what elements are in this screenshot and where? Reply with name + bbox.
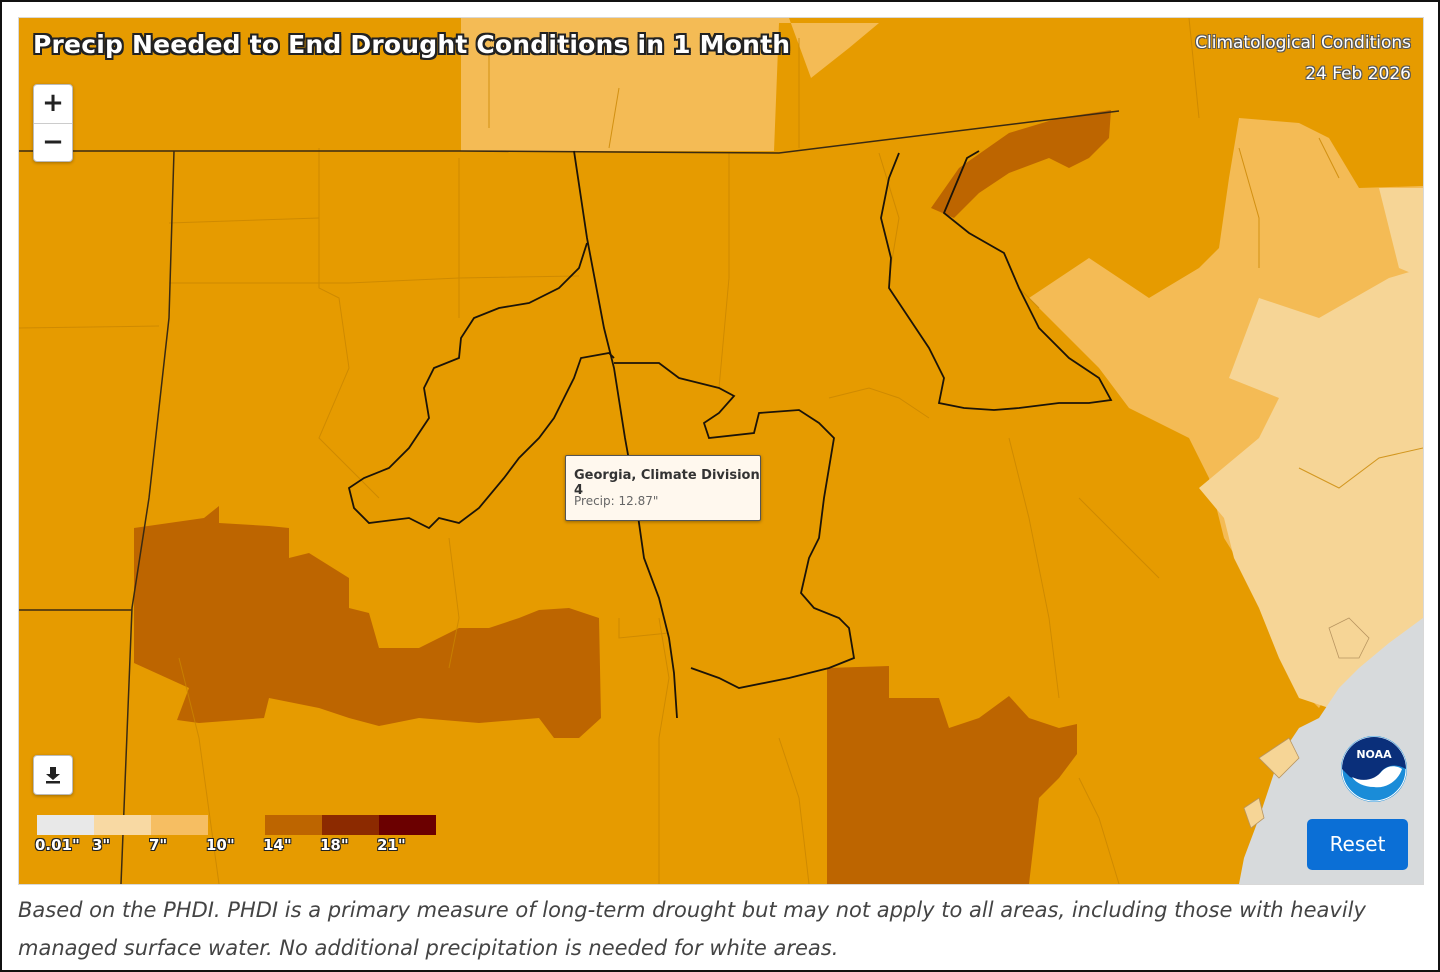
map-date: 24 Feb 2026 <box>1305 64 1411 84</box>
legend-label: 18" <box>320 836 349 854</box>
download-icon <box>46 767 60 784</box>
legend-label: 0.01" <box>35 836 80 854</box>
legend-swatch <box>322 815 379 835</box>
source-label: Climatological Conditions <box>1195 33 1411 53</box>
reset-button[interactable]: Reset <box>1307 819 1408 870</box>
download-button[interactable] <box>33 755 73 795</box>
tooltip-title: Georgia, Climate Division 4 <box>574 468 760 498</box>
legend-swatch <box>379 815 436 835</box>
tooltip-value: Precip: 12.87" <box>574 494 659 508</box>
region-dark-south <box>827 666 1077 884</box>
legend-label: 14" <box>263 836 292 854</box>
region-light-north <box>461 18 879 151</box>
region-dark-west <box>134 506 601 738</box>
map-canvas[interactable] <box>19 18 1423 884</box>
drought-map[interactable]: Precip Needed to End Drought Conditions … <box>18 17 1424 885</box>
division-tooltip: Georgia, Climate Division 4 Precip: 12.8… <box>565 455 761 521</box>
region-lighter-ne <box>1379 188 1423 278</box>
map-title: Precip Needed to End Drought Conditions … <box>33 30 791 59</box>
map-source-block: Climatological Conditions 24 Feb 2026 <box>1195 28 1411 90</box>
legend-swatch <box>37 815 94 835</box>
legend-label: 3" <box>92 836 111 854</box>
legend-label: 21" <box>377 836 406 854</box>
noaa-logo-icon: NOAA <box>1341 736 1407 802</box>
zoom-control: + − <box>33 84 73 162</box>
zoom-out-button[interactable]: − <box>34 123 72 162</box>
legend-swatch <box>265 815 322 835</box>
region-dark-northeast <box>931 110 1111 218</box>
region-lighter-east <box>1199 268 1423 708</box>
legend-swatch <box>94 815 151 835</box>
legend-swatch <box>151 815 208 835</box>
legend-label: 7" <box>149 836 168 854</box>
zoom-in-button[interactable]: + <box>42 88 64 118</box>
ocean <box>1239 618 1423 884</box>
map-caption: Based on the PHDI. PHDI is a primary mea… <box>18 898 1366 960</box>
legend-label: 10" <box>206 836 235 854</box>
svg-text:NOAA: NOAA <box>1356 748 1392 761</box>
legend-swatch <box>208 815 265 835</box>
